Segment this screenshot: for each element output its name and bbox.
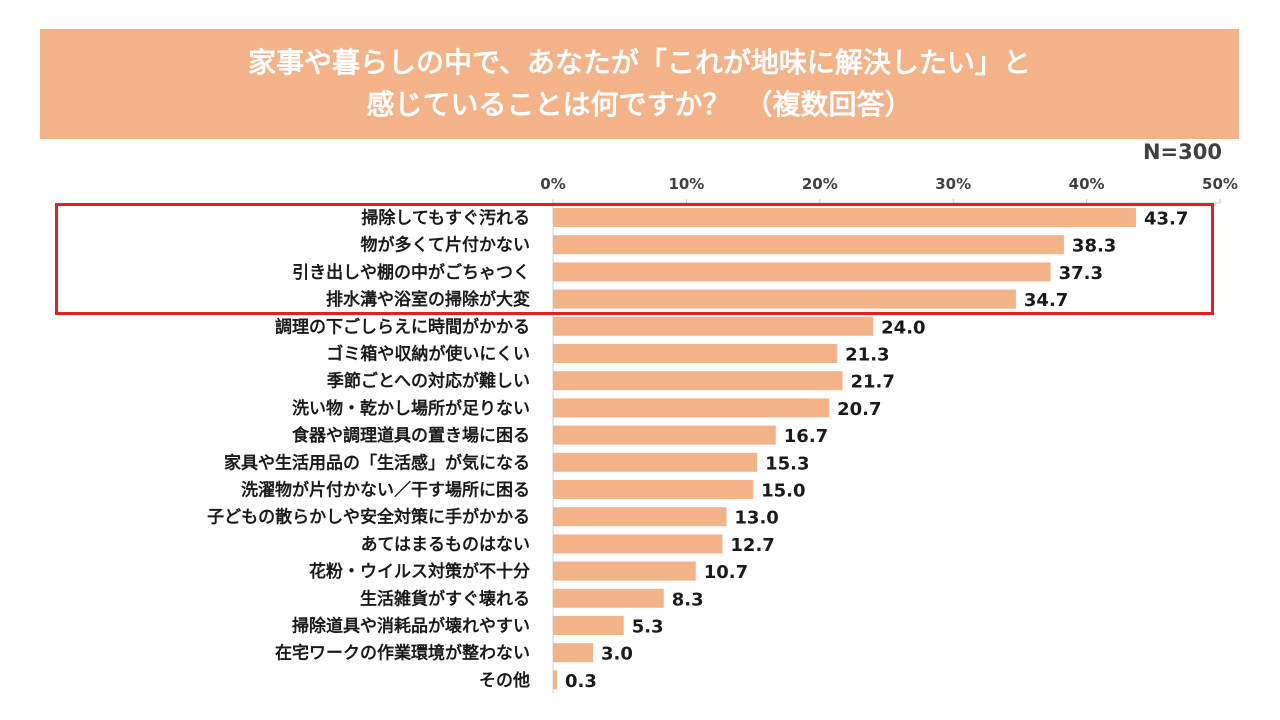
data-label: 21.3 xyxy=(845,345,889,366)
data-label: 38.3 xyxy=(1072,236,1116,257)
category-label: ゴミ箱や収納が使いにくい xyxy=(326,344,530,365)
bar xyxy=(553,670,558,690)
bar xyxy=(553,344,838,363)
data-label: 10.7 xyxy=(704,562,748,583)
bar xyxy=(553,235,1064,255)
bar xyxy=(553,289,1016,309)
x-tick-label: 50% xyxy=(1202,175,1238,193)
bar xyxy=(553,262,1051,282)
category-label: 家具や生活用品の「生活感」が気になる xyxy=(224,452,530,473)
bar xyxy=(553,208,1136,227)
category-label: 掃除してもすぐ汚れる xyxy=(361,208,530,229)
category-label: その他 xyxy=(479,670,530,691)
bar xyxy=(553,480,754,499)
bar xyxy=(553,316,874,336)
data-label: 34.7 xyxy=(1024,290,1068,311)
bar xyxy=(553,643,594,663)
bar xyxy=(553,371,843,391)
data-label: 8.3 xyxy=(672,589,704,610)
bar xyxy=(553,534,723,554)
x-tick-label: 40% xyxy=(1069,175,1105,193)
category-label: 在宅ワークの作業環境が整わない xyxy=(275,643,530,664)
category-label: 食器や調理道具の置き場に困る xyxy=(292,425,530,446)
data-label: 3.0 xyxy=(601,644,633,665)
category-label: 物が多くて片付かない xyxy=(361,235,531,256)
x-tick-label: 10% xyxy=(668,175,704,193)
data-label: 16.7 xyxy=(784,426,828,447)
title-banner: 家事や暮らしの中で、あなたが「これが地味に解決したい」と 感じていることは何です… xyxy=(40,29,1239,139)
data-label: 5.3 xyxy=(632,617,664,638)
category-label: 花粉・ウイルス対策が不十分 xyxy=(309,561,530,582)
data-label: 24.0 xyxy=(881,317,925,338)
data-label: 12.7 xyxy=(730,535,774,556)
bar xyxy=(553,561,696,581)
data-label: 20.7 xyxy=(837,399,881,420)
category-label: 洗い物・乾かし場所が足りない xyxy=(292,398,530,419)
chart-title-line-2: 感じていることは何ですか？ （複数回答） xyxy=(366,88,913,121)
bar xyxy=(553,507,727,527)
data-label: 21.7 xyxy=(850,372,894,393)
category-label: 洗濯物が片付かない／干す場所に困る xyxy=(241,480,530,501)
x-tick-label: 30% xyxy=(935,175,971,193)
data-label: 15.0 xyxy=(761,481,805,502)
sample-size-label: N=300 xyxy=(1142,140,1222,164)
category-label: 調理の下ごしらえに時間がかかる xyxy=(275,316,530,337)
category-label: 生活雑貨がすぐ壊れる xyxy=(360,588,530,609)
bar xyxy=(553,616,624,635)
data-label: 0.3 xyxy=(565,671,597,692)
category-label: 子どもの散らかしや安全対策に手がかかる xyxy=(207,507,530,528)
chart-title-line-1: 家事や暮らしの中で、あなたが「これが地味に解決したい」と xyxy=(248,46,1031,79)
category-label: 排水溝や浴室の掃除が大変 xyxy=(326,289,530,310)
bar xyxy=(553,452,758,472)
bar xyxy=(553,425,776,445)
data-label: 43.7 xyxy=(1144,209,1188,230)
category-label: 引き出しや棚の中がごちゃつく xyxy=(292,262,530,283)
category-label: 掃除道具や消耗品が壊れやすい xyxy=(292,616,530,637)
category-label: 季節ごとへの対応が難しい xyxy=(327,371,530,392)
data-label: 37.3 xyxy=(1059,263,1103,284)
x-tick-label: 0% xyxy=(540,175,565,193)
bar xyxy=(553,398,830,418)
data-label: 15.3 xyxy=(765,453,809,474)
category-label: あてはまるものはない xyxy=(361,535,530,555)
data-label: 13.0 xyxy=(734,508,778,529)
bar xyxy=(553,588,664,608)
x-tick-label: 20% xyxy=(802,175,838,193)
